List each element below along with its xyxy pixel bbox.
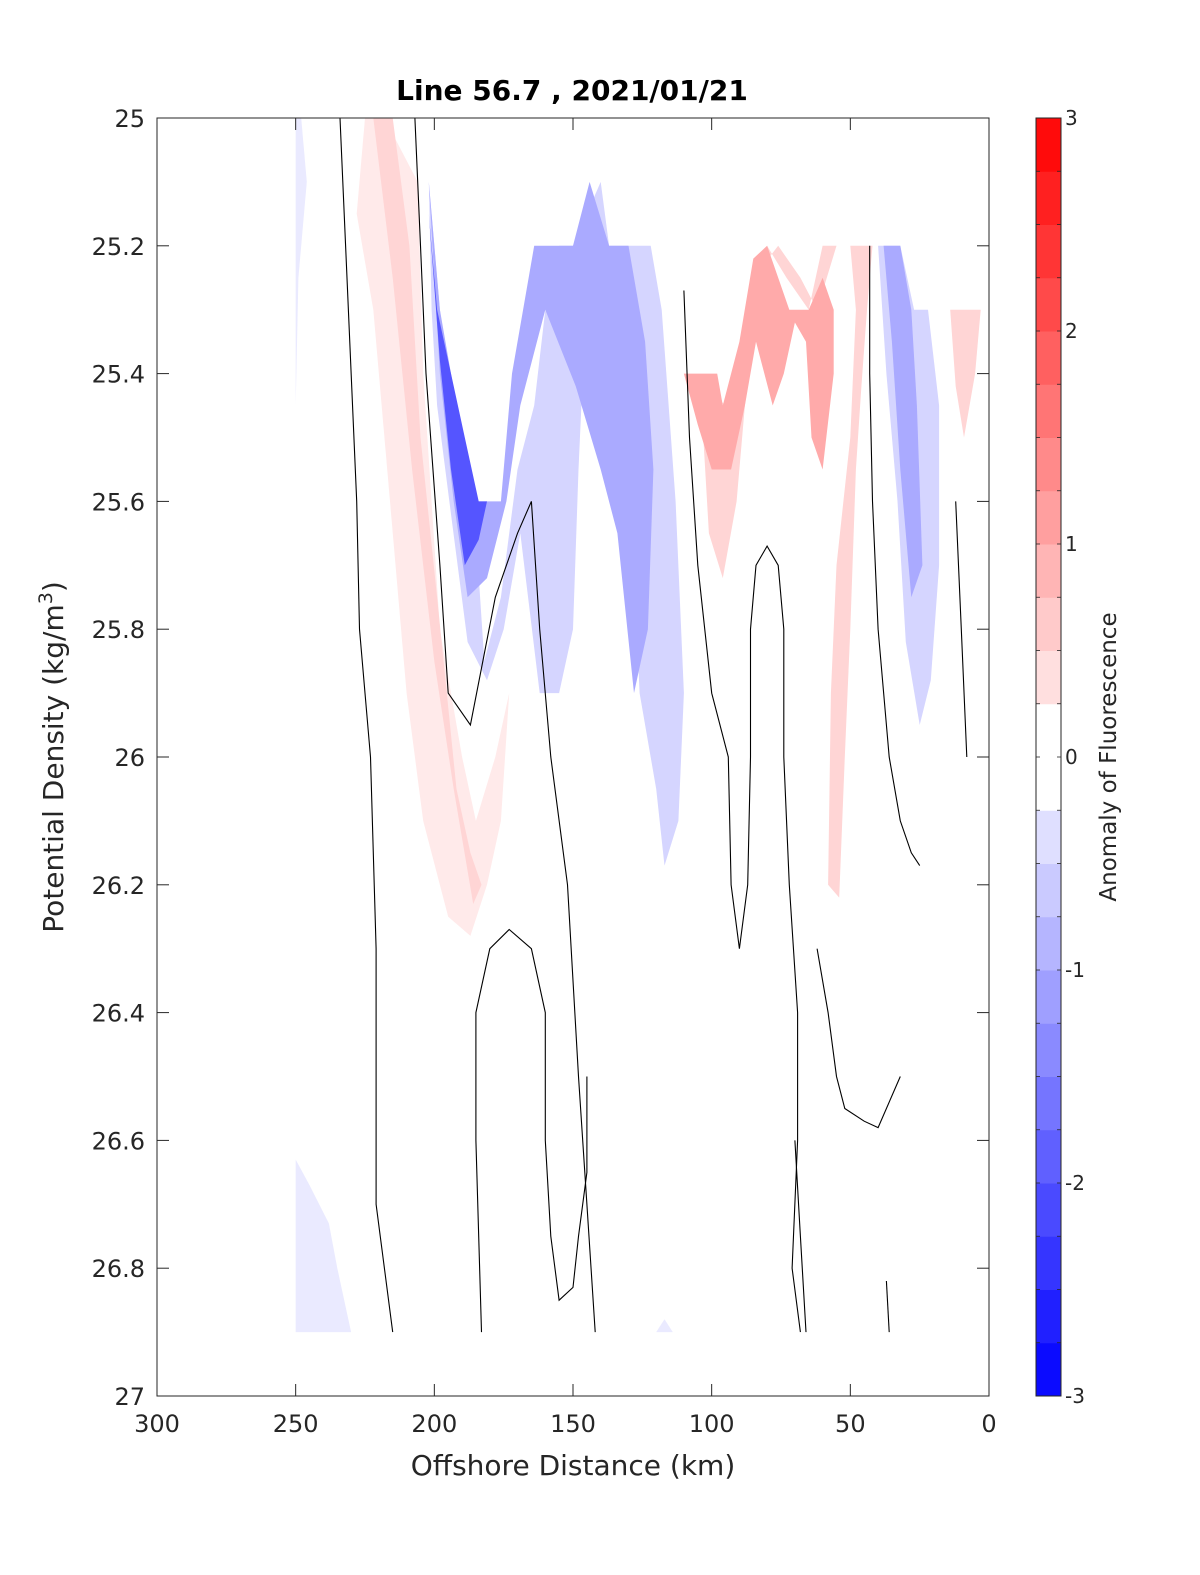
- chart-title: Line 56.7 , 2021/01/21: [396, 74, 748, 107]
- colorbar-tick-label: -1: [1065, 958, 1085, 982]
- colorbar-segment: [1036, 118, 1061, 172]
- y-tick-label: 25: [114, 105, 145, 133]
- y-axis-label: Potential Density (kg/m3): [35, 581, 70, 933]
- y-tick-label: 26.8: [92, 1255, 145, 1283]
- colorbar-segment: [1036, 437, 1061, 492]
- colorbar-segment: [1036, 384, 1061, 438]
- x-tick-label: 300: [134, 1410, 180, 1438]
- anomaly-region-4: [428, 181, 654, 694]
- anomaly-region-7: [883, 245, 923, 598]
- y-tick-label: 25.4: [92, 361, 145, 389]
- anomaly-region-12: [656, 1319, 673, 1333]
- anomaly-region-9: [683, 245, 834, 470]
- x-tick-label: 0: [981, 1410, 996, 1438]
- anomaly-region-5: [428, 213, 487, 566]
- zero-contour-3: [869, 245, 921, 866]
- y-tick-label: 26: [114, 744, 145, 772]
- x-axis-label: Offshore Distance (km): [411, 1449, 736, 1482]
- anomaly-region-2: [373, 118, 482, 904]
- colorbar-segment: [1036, 1076, 1061, 1131]
- anomaly-region-1: [356, 118, 510, 936]
- colorbar-segment: [1036, 650, 1061, 705]
- colorbar: 3 2 1 0 -1 -2 -3: [1035, 106, 1085, 1408]
- colorbar-segment: [1036, 544, 1061, 598]
- colorbar-segment: [1036, 224, 1061, 279]
- colorbar-tick-label: 0: [1065, 745, 1078, 769]
- colorbar-tick-label: 1: [1065, 532, 1078, 556]
- x-tick-label: 50: [835, 1410, 866, 1438]
- zero-contour-6: [816, 948, 901, 1129]
- x-tick-label: 200: [411, 1410, 457, 1438]
- colorbar-tick-label: 3: [1065, 106, 1078, 130]
- colorbar-segment: [1036, 597, 1061, 651]
- colorbar-segment: [1036, 810, 1061, 864]
- x-tick-label: 250: [273, 1410, 319, 1438]
- x-tick-label: 150: [550, 1410, 596, 1438]
- colorbar-segment: [1036, 1129, 1061, 1184]
- y-tick-label: 25.6: [92, 488, 145, 516]
- colorbar-segment: [1036, 703, 1061, 758]
- zero-contour-lines: [339, 117, 968, 1333]
- y-tick-label: 25.8: [92, 616, 145, 644]
- colorbar-segment: [1036, 331, 1061, 385]
- x-tick-label: 100: [689, 1410, 735, 1438]
- y-axis-label-main: Potential Density (kg/m: [37, 604, 70, 933]
- y-axis: 25 25.2 25.4 25.6 25.8 26 26.2 26.4 26.6 26.8 27: [92, 105, 989, 1411]
- zero-contour-2: [683, 290, 801, 1333]
- colorbar-segment: [1036, 916, 1061, 971]
- zero-contour-8: [885, 1280, 890, 1333]
- zero-contour-4: [955, 501, 968, 758]
- y-axis-label-superscript: 3: [35, 592, 57, 604]
- colorbar-segment: [1036, 1023, 1061, 1077]
- colorbar-segment: [1036, 970, 1061, 1024]
- colorbar-segment: [1036, 757, 1061, 811]
- colorbar-segment: [1036, 1183, 1061, 1237]
- colorbar-tick-label: -3: [1065, 1384, 1085, 1408]
- y-tick-label: 26.4: [92, 1000, 145, 1028]
- y-tick-label: 26.6: [92, 1127, 145, 1155]
- colorbar-tick-label: 2: [1065, 319, 1078, 343]
- anomaly-region-11: [295, 1159, 352, 1333]
- colorbar-segment: [1036, 863, 1061, 918]
- y-tick-label: 27: [114, 1383, 145, 1411]
- zero-contour-0: [339, 117, 394, 1333]
- zero-contour-7: [794, 1140, 807, 1333]
- colorbar-label: Anomaly of Fluorescence: [1096, 612, 1122, 901]
- zero-contour-5: [475, 928, 588, 1333]
- colorbar-segment: [1036, 1236, 1061, 1290]
- x-axis: 300 250 200 150 100 50 0: [134, 118, 997, 1438]
- colorbar-tick-label: -2: [1065, 1171, 1085, 1195]
- anomaly-region-0: [295, 118, 307, 406]
- colorbar-segment: [1036, 490, 1061, 545]
- colorbar-segment: [1036, 1342, 1061, 1397]
- y-tick-label: 26.2: [92, 872, 145, 900]
- y-axis-label-close: ): [37, 581, 70, 592]
- colorbar-segment: [1036, 1289, 1061, 1344]
- colorbar-segment: [1036, 171, 1061, 225]
- colorbar-frame: [1035, 117, 1062, 1397]
- y-tick-label: 25.2: [92, 233, 145, 261]
- zero-contour-1: [414, 117, 596, 1333]
- filled-anomaly-regions: [295, 118, 981, 1333]
- anomaly-region-10: [950, 309, 981, 438]
- colorbar-segment: [1036, 277, 1061, 332]
